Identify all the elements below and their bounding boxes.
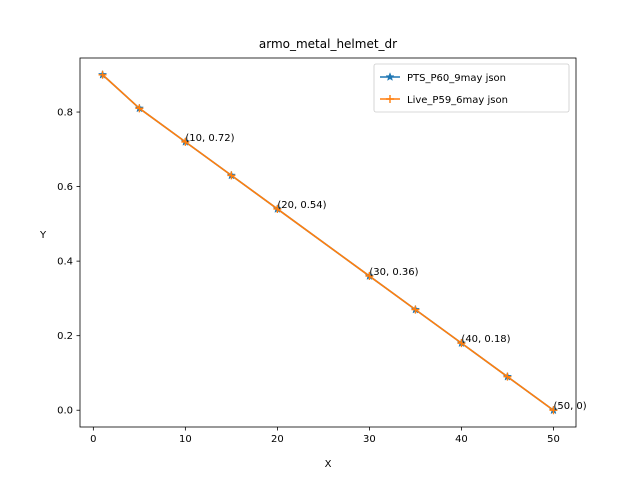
x-tick-label: 40: [455, 434, 468, 445]
y-axis-label: Y: [39, 230, 47, 241]
data-point: [273, 204, 282, 213]
x-tick-label: 20: [271, 434, 284, 445]
data-label: (50, 0): [553, 401, 586, 412]
data-point: [98, 70, 107, 79]
data-label: (20, 0.54): [277, 200, 326, 211]
legend-marker: [385, 72, 395, 81]
legend-entry: PTS_P60_9may json: [380, 72, 506, 84]
y-tick-label: 0.2: [57, 331, 73, 342]
y-tick-label: 0.0: [57, 406, 73, 417]
data-point: [503, 372, 512, 381]
legend-box: [373, 63, 570, 113]
legend-label: PTS_P60_9may json: [407, 73, 506, 84]
data-label: (30, 0.36): [369, 267, 418, 278]
data-point: [227, 171, 236, 180]
data-point: [135, 104, 144, 113]
series-2: [98, 70, 558, 415]
legend-marker: [386, 95, 394, 103]
data-label: (40, 0.18): [461, 334, 510, 345]
legend-entry: Live_P59_6may json: [380, 95, 508, 106]
y-tick-label: 0.8: [57, 108, 73, 119]
data-point: [365, 272, 374, 281]
axes-frame: [79, 57, 577, 428]
x-tick-label: 30: [363, 434, 376, 445]
data-point: [549, 406, 558, 415]
x-tick-label: 50: [547, 434, 560, 445]
x-tick-label: 10: [179, 434, 192, 445]
data-point: [411, 305, 420, 314]
legend: PTS_P60_9may json Live_P59_6may json: [373, 63, 570, 113]
data-label: (10, 0.72): [185, 133, 234, 144]
plot-area: 0 10 20 30 40 50 0.0 0.2 0.4 0.6 0.8 (10, 0.72) (20,…: [57, 57, 587, 445]
y-tick-label: 0.4: [57, 257, 73, 268]
data-point: [457, 339, 466, 348]
x-tick-label: 0: [90, 434, 96, 445]
x-axis-label: X: [325, 459, 332, 470]
series-line: [102, 74, 554, 411]
legend-label: Live_P59_6may json: [407, 95, 508, 106]
data-point: [181, 137, 190, 146]
y-tick-label: 0.6: [57, 182, 73, 193]
chart-title: armo_metal_helmet_dr: [259, 37, 397, 51]
